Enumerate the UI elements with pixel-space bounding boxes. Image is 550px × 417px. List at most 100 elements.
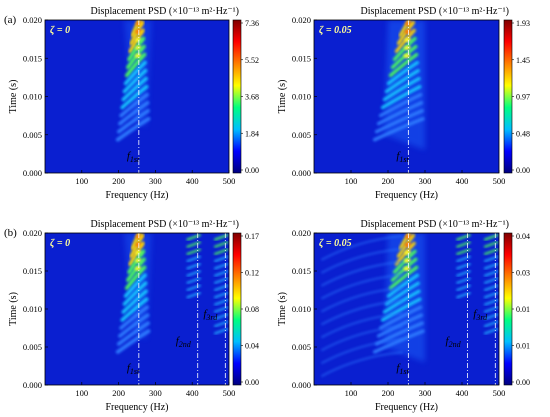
psd-stripe bbox=[186, 277, 202, 285]
y-axis-label: Time (s) bbox=[277, 80, 288, 114]
psd-stripe bbox=[483, 262, 499, 270]
psd-stripe bbox=[483, 277, 499, 285]
x-axis-label: Frequency (Hz) bbox=[375, 190, 438, 201]
colorbar-tick-label: 1.84 bbox=[245, 129, 259, 138]
damping-label: ζ = 0.05 bbox=[319, 238, 352, 249]
colorbar-tick-label: 0.00 bbox=[245, 378, 259, 387]
colorbar bbox=[503, 19, 513, 174]
psd-stripe bbox=[186, 248, 202, 256]
colorbar bbox=[503, 232, 513, 386]
colorbar-tick-label: 0.08 bbox=[245, 305, 259, 314]
panel-label: (a) bbox=[4, 14, 17, 26]
psd-stripe bbox=[119, 92, 149, 118]
mode-label-1st: f1st bbox=[396, 150, 409, 164]
psd-stripe bbox=[483, 298, 499, 306]
mode-label-2nd: f2nd bbox=[176, 335, 192, 349]
mode-label-2nd: f2nd bbox=[446, 335, 462, 349]
mode-label-1st: f1st bbox=[396, 362, 409, 376]
x-tick-label: 300 bbox=[419, 388, 432, 398]
psd-stripe bbox=[186, 262, 202, 270]
colorbar-tick-label: 3.68 bbox=[245, 93, 259, 102]
damping-label: ζ = 0.05 bbox=[319, 25, 352, 36]
x-tick-label: 100 bbox=[345, 176, 358, 186]
y-tick-label: 0.010 bbox=[23, 304, 42, 314]
psd-stripe bbox=[124, 265, 147, 290]
psd-stripe bbox=[320, 273, 403, 300]
chart-title: Displacement PSD (×10⁻¹³ m²·Hz⁻¹) bbox=[91, 219, 239, 230]
colorbar bbox=[232, 232, 242, 386]
psd-stripe bbox=[115, 329, 151, 354]
colorbar-tick-label: 7.36 bbox=[245, 19, 259, 28]
psd-stripe bbox=[384, 68, 420, 94]
psd-heat-layer bbox=[115, 20, 152, 142]
psd-stripe bbox=[483, 269, 499, 277]
y-axis-label: Time (s) bbox=[8, 80, 19, 114]
psd-stripe bbox=[388, 52, 419, 78]
y-axis-label: Time (s) bbox=[8, 292, 19, 326]
x-tick-label: 200 bbox=[382, 388, 395, 398]
colorbar-tick-label: 0.48 bbox=[516, 129, 530, 138]
psd-stripe bbox=[388, 265, 419, 290]
psd-stripe bbox=[456, 240, 471, 249]
psd-stripe bbox=[213, 291, 229, 299]
psd-heat-layer bbox=[115, 233, 229, 354]
psd-stripe bbox=[123, 60, 147, 86]
y-tick-label: 0.015 bbox=[292, 53, 311, 63]
colorbar-tick-label: 0.17 bbox=[245, 232, 259, 241]
psd-stripe bbox=[386, 273, 420, 298]
psd-stripe bbox=[320, 247, 403, 274]
x-tick-label: 500 bbox=[223, 176, 236, 186]
y-tick-label: 0.000 bbox=[292, 380, 311, 390]
panel-label: (b) bbox=[4, 227, 17, 239]
psd-stripe bbox=[372, 117, 425, 142]
psd-stripe bbox=[118, 100, 150, 126]
colorbar-tick-label: 5.52 bbox=[245, 56, 259, 65]
psd-stripe bbox=[186, 233, 202, 241]
psd-stripe bbox=[213, 298, 229, 306]
psd-stripe bbox=[120, 84, 149, 110]
y-tick-label: 0.020 bbox=[23, 228, 42, 238]
colorbar-tick-label: 1.93 bbox=[516, 19, 530, 28]
psd-stripe bbox=[320, 351, 403, 378]
colorbar-tick-label: 0.01 bbox=[516, 305, 530, 314]
psd-heat-layer bbox=[320, 233, 499, 378]
mode-label-1st: f1st bbox=[127, 362, 140, 376]
y-axis-label: Time (s) bbox=[277, 292, 288, 326]
psd-stripe bbox=[320, 312, 403, 339]
x-axis-label: Frequency (Hz) bbox=[105, 402, 168, 413]
psd-stripe bbox=[376, 313, 424, 338]
psd-stripe bbox=[213, 313, 229, 321]
x-tick-label: 400 bbox=[456, 388, 469, 398]
psd-stripe bbox=[213, 255, 229, 263]
x-tick-label: 100 bbox=[75, 388, 88, 398]
y-tick-label: 0.010 bbox=[23, 92, 42, 102]
damping-label: ζ = 0 bbox=[50, 25, 70, 36]
psd-stripe bbox=[386, 60, 420, 86]
colorbar-tick-label: 0.00 bbox=[516, 166, 530, 175]
psd-peak bbox=[403, 45, 411, 51]
psd-stripe bbox=[123, 273, 147, 298]
psd-stripe bbox=[320, 325, 403, 352]
psd-stripe bbox=[483, 313, 499, 321]
chart-panel-1: f1st 100 200 300 400 500 0.000 0.005 0.010 0.015 0… bbox=[4, 6, 259, 201]
y-tick-label: 0.015 bbox=[292, 266, 311, 276]
mode-label-3rd: f3rd bbox=[203, 308, 218, 322]
psd-stripe bbox=[320, 299, 403, 326]
psd-stripe bbox=[186, 284, 202, 292]
psd-stripe bbox=[213, 327, 229, 335]
colorbar-tick-label: 0.04 bbox=[516, 232, 530, 241]
psd-stripe bbox=[456, 277, 471, 285]
psd-peak bbox=[404, 250, 412, 255]
psd-stripe bbox=[483, 255, 499, 263]
mode-label-3rd: f3rd bbox=[473, 308, 488, 322]
chart-title: Displacement PSD (×10⁻¹³ m²·Hz⁻¹) bbox=[361, 6, 509, 17]
psd-stripe bbox=[124, 52, 147, 78]
psd-stripe bbox=[118, 313, 150, 338]
psd-stripe bbox=[456, 248, 471, 256]
psd-stripe bbox=[121, 76, 148, 102]
psd-stripe bbox=[456, 262, 471, 270]
psd-stripe bbox=[374, 109, 424, 134]
psd-stripe bbox=[213, 277, 229, 285]
psd-stripe bbox=[186, 240, 202, 249]
y-tick-label: 0.015 bbox=[23, 266, 42, 276]
